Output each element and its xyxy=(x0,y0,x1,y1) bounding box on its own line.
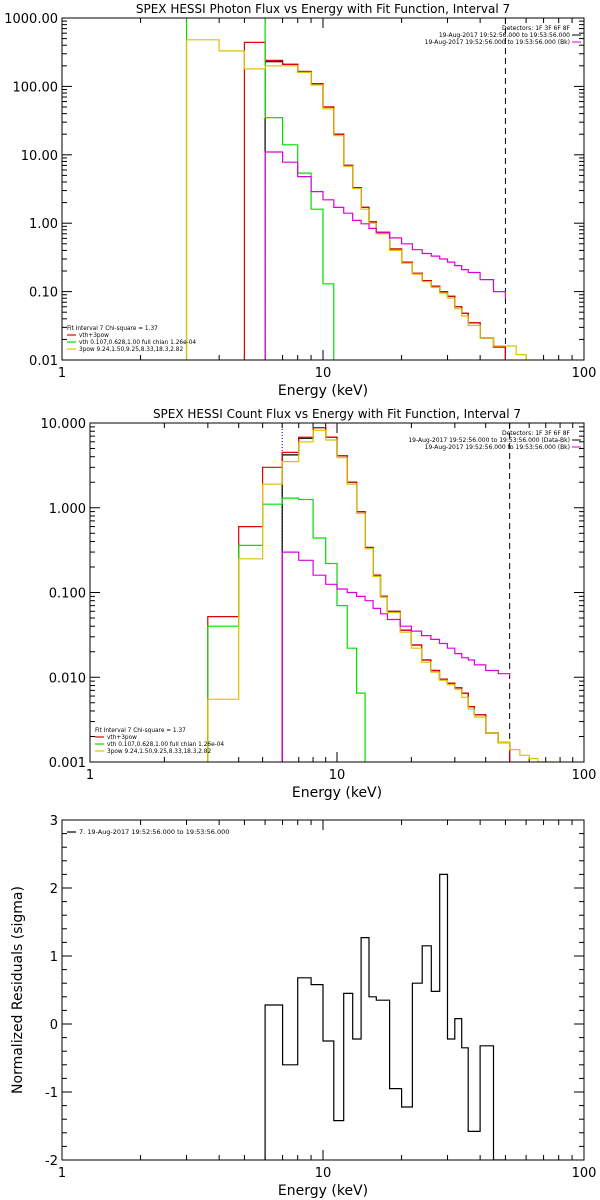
y-tick-label: 10.00 xyxy=(21,149,58,164)
y-tick-label: 1000.00 xyxy=(4,12,58,27)
plot-frame xyxy=(89,422,585,763)
info-text: Detectors: 1F 3F 6F 8F xyxy=(502,25,571,32)
info-text: 19-Aug-2017 19:52:56.000 to 19:53:56.000 xyxy=(439,32,570,39)
y-tick-label: 0.100 xyxy=(49,587,86,602)
legend-text: Fit Interval 7 Chi-square = 1.37 xyxy=(67,326,158,332)
y-tick-label: 1.00 xyxy=(29,217,58,232)
y-tick-label: 0.001 xyxy=(49,756,86,771)
y-tick-label: 1 xyxy=(50,950,58,965)
series-line-4 xyxy=(185,39,527,360)
x-tick-label: 100 xyxy=(572,768,597,783)
legend-text: 3pow 9.24,1.50,9.25,8.33,18.3,2.82 xyxy=(79,347,183,353)
x-axis-label: Energy (keV) xyxy=(278,1183,368,1199)
info-text: 19-Aug-2017 19:52:56.000 to 19:53:56.000… xyxy=(425,39,570,46)
plot-frame xyxy=(61,17,585,361)
chart-title: SPEX HESSI Count Flux vs Energy with Fit… xyxy=(153,407,521,421)
x-axis-label: Energy (keV) xyxy=(292,785,382,801)
series-line-3 xyxy=(185,18,335,360)
series-line-2 xyxy=(243,41,506,360)
y-tick-label: 0.010 xyxy=(49,671,86,686)
y-tick-label: 1.000 xyxy=(49,502,86,517)
x-tick-label: 1 xyxy=(86,768,94,783)
legend-text: vth 0.107,0.628,1.00 full chian 1.26e-04 xyxy=(107,742,224,748)
info-text: Detectors: 1F 3F 6F 8F xyxy=(502,430,571,437)
series-line-1 xyxy=(264,61,506,360)
series-line-5 xyxy=(281,551,511,762)
legend-text: 3pow 9.24,1.50,9.25,8.33,18.3,2.82 xyxy=(107,749,211,755)
info-text: 19-Aug-2017 19:52:56.000 to 19:53:56.000… xyxy=(425,444,570,451)
info-text: 19-Aug-2017 19:52:56.000 to 19:53:56.000… xyxy=(408,437,570,444)
series-group xyxy=(207,427,554,762)
chart-title: SPEX HESSI Photon Flux vs Energy with Fi… xyxy=(136,2,510,16)
x-tick-label: 10 xyxy=(315,1166,332,1181)
y-tick-label: 0.10 xyxy=(29,286,58,301)
series-group xyxy=(185,18,527,360)
x-tick-label: 1 xyxy=(58,366,66,381)
chart-panel-3: 1 10 100 Energy (keV) -2 -1 0 1 2 3 Normalized Res… xyxy=(10,814,596,1199)
x-tick-label: 1 xyxy=(58,1166,66,1181)
series-line-1 xyxy=(281,427,511,762)
plot-frame xyxy=(61,819,585,1161)
series-line-4 xyxy=(207,429,554,762)
y-tick-label: -2 xyxy=(45,1154,58,1169)
legend-text: 7. 19-Aug-2017 19:52:56.000 to 19:53:56.… xyxy=(79,828,229,836)
legend-text: vth+3pow xyxy=(79,333,109,339)
y-tick-label: 0 xyxy=(50,1018,58,1033)
legend-text: Fit Interval 7 Chi-square = 1.37 xyxy=(95,728,186,734)
chart-panel-1: SPEX HESSI Photon Flux vs Energy with Fi… xyxy=(4,2,596,399)
legend-text: vth 0.107,0.628,1.00 full chian 1.26e-04 xyxy=(79,340,196,346)
y-tick-label: 3 xyxy=(50,814,58,829)
y-tick-label: 0.01 xyxy=(29,354,58,369)
x-axis-label: Energy (keV) xyxy=(278,383,368,399)
x-tick-label: 10 xyxy=(329,768,346,783)
series-line-3 xyxy=(207,497,366,762)
y-axis-label: Normalized Residuals (sigma) xyxy=(10,886,26,1094)
series-line-1 xyxy=(264,873,506,1160)
series-group xyxy=(264,873,506,1160)
x-tick-label: 100 xyxy=(572,366,597,381)
y-tick-label: 100.00 xyxy=(13,80,59,95)
legend-text: vth+3pow xyxy=(107,735,137,741)
y-tick-label: -1 xyxy=(45,1086,58,1101)
y-tick-label: 10.000 xyxy=(41,417,87,432)
series-line-5 xyxy=(264,151,506,360)
y-tick-label: 2 xyxy=(50,882,58,897)
x-tick-label: 100 xyxy=(572,1166,597,1181)
chart-panel-2: SPEX HESSI Count Flux vs Energy with Fit… xyxy=(41,407,597,801)
x-tick-label: 10 xyxy=(315,366,332,381)
